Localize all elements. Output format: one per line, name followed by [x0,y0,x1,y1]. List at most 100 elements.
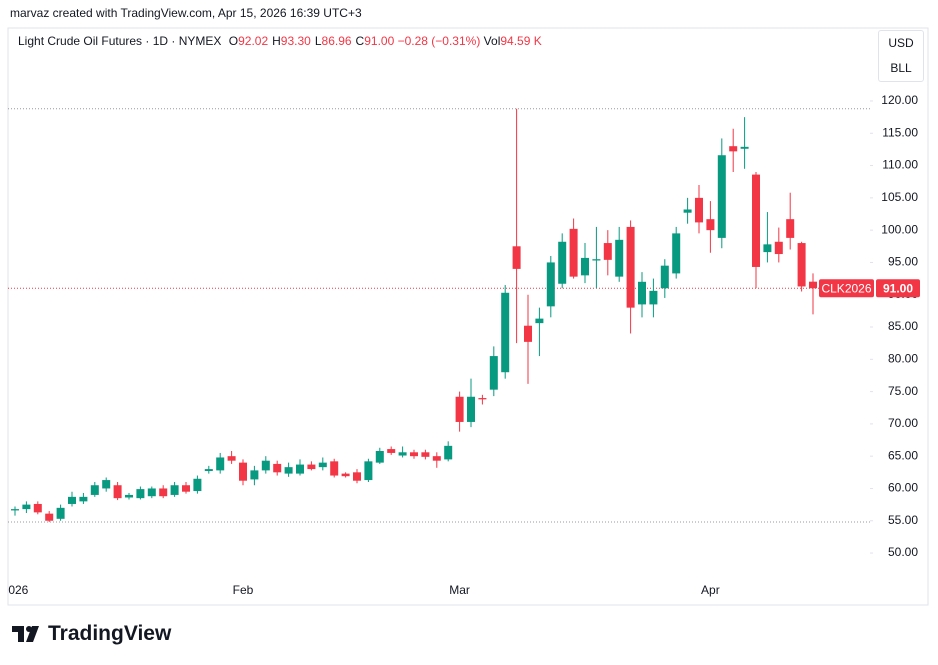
symbol-label: CLK2026 [821,281,871,295]
candle-body [546,262,555,307]
plot-area: 2026 Feb Mar Apr [2,108,870,597]
candle-body [33,503,42,513]
candle-body [581,257,589,276]
x-tick-label: Mar [449,583,470,597]
price-label: 91.00 [883,281,913,295]
y-tick-label: 100.00 [881,222,918,236]
candle-body [330,461,339,476]
candle-body [569,228,578,277]
ohlc-key: O [228,34,239,48]
brand-name: TradingView [48,622,172,645]
ohlc-key: C [355,34,365,48]
candle-body [763,244,772,253]
candle-body [364,461,373,481]
candle-body [387,449,396,453]
candle-body [615,239,624,277]
candle-body [786,219,795,238]
candle-body [68,496,76,504]
candle-body [524,325,532,342]
candle-body [22,504,31,510]
candle-body [193,478,202,492]
candle-body [159,488,168,497]
candle-body [410,452,418,457]
candle-body [250,470,259,480]
y-tick-label: 115.00 [882,125,918,139]
y-tick-label: 105.00 [881,190,918,204]
candle-body [558,241,567,284]
candle-body [717,155,726,238]
x-tick-label: Apr [701,583,720,597]
candle-body [660,265,669,289]
candle-body [672,233,681,274]
candle-body [227,456,236,461]
unit[interactable]: BLL [890,61,912,75]
y-tick-label: 95.00 [888,255,918,269]
candle-body [478,398,487,400]
candle-body [147,488,156,497]
candle-body [204,469,213,472]
candle-body [740,146,749,149]
candle-body [421,452,430,457]
candle-body [729,146,738,152]
y-tick-label: 110.00 [882,158,918,172]
candle-body [432,456,441,461]
candle-body [752,174,760,267]
candle-body [56,507,65,519]
volume-key: Vol [483,34,501,48]
y-tick-label: 80.00 [888,351,918,365]
candle-body [90,485,99,495]
symbol-badge [819,279,874,298]
y-tick-label: 50.00 [888,545,918,559]
brand: TradingView [12,622,171,646]
candle-body [809,281,817,289]
candle-body [341,473,350,477]
brand-logo [12,626,39,642]
candle-body [444,445,453,460]
candle-body [535,318,544,324]
y-tick-label: 120.00 [881,93,918,107]
candle-body [11,509,19,511]
candle-body [353,472,361,481]
candle-body [125,494,133,498]
candle-body [797,243,806,287]
candle-body [603,243,612,260]
candle-body [375,451,384,463]
candle-body [182,485,190,492]
y-tick-label: 55.00 [888,513,918,527]
candle-body [683,209,692,213]
ohlc: O92.02 H93.30 L86.96 C91.00 [225,34,395,48]
candle-body [307,464,316,470]
candle-body [489,356,498,390]
candle-body [79,496,88,502]
candle-body [398,452,407,456]
symbol-title: Light Crude Oil Futures · 1D · NYMEX [18,34,222,48]
x-tick-label: Feb [233,583,254,597]
scale-box[interactable]: USD BLL [878,30,924,82]
chart-frame [7,27,929,606]
candle-body [170,485,179,495]
ohlc-key: H [272,34,281,48]
candle-body [273,463,282,473]
ohlc-value: 91.00 [364,34,395,48]
volume: 94.59 K [500,34,542,48]
currency[interactable]: USD [888,36,914,50]
candle-body [284,467,293,474]
y-tick-label: 70.00 [888,416,918,430]
credit: marvaz created with TradingView.com, Apr… [10,6,362,20]
candle-body [638,281,646,305]
y-tick-label: 75.00 [888,384,918,398]
x-tick-label: 2026 [2,583,29,597]
candle-body [113,485,122,499]
candle-body [774,241,783,255]
candle-body [649,290,658,305]
change: −0.28 (−0.31%) [397,34,481,48]
candle-body [501,292,510,373]
candle-body [592,259,601,261]
candle-body [706,219,715,231]
candle-body [239,462,247,481]
legend: Light Crude Oil Futures · 1D · NYMEX O92… [18,34,542,48]
candle-body [512,246,521,269]
y-tick-label: 85.00 [888,319,918,333]
